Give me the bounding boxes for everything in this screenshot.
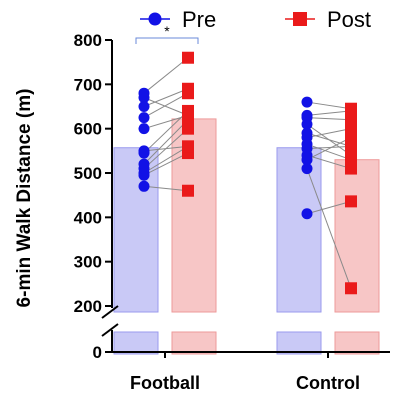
significance-label: * [164, 23, 170, 39]
pair-line-football [143, 145, 189, 174]
significance-bracket [135, 37, 199, 44]
point-pre-football [138, 145, 150, 157]
bar-base-post-football [171, 331, 217, 355]
pair-line-control [306, 101, 352, 110]
legend-marker-pre [148, 12, 162, 26]
pair-line-football [143, 57, 189, 94]
points-layer [138, 51, 357, 295]
pair-line-football [143, 97, 189, 116]
y-tick-label: 700 [74, 75, 102, 94]
x-tick-label: Control [296, 373, 360, 393]
pair-line-football [143, 114, 189, 130]
bar-base-post-control [334, 331, 380, 355]
point-post-control [345, 149, 357, 162]
pair-line-control [306, 168, 352, 289]
legend-marker-post [293, 12, 307, 26]
bar-pre-football [113, 147, 159, 313]
pair-line-control [306, 128, 352, 139]
axis-layer: 0 200 300 400 500 600 700 800 Football Control 6-m… [14, 31, 390, 393]
y-tick-label: 300 [74, 253, 102, 272]
bar-base-pre-football [113, 331, 159, 355]
pair-line-control [306, 200, 352, 215]
point-post-control [345, 195, 357, 208]
legend: Pre Post [140, 7, 371, 32]
point-post-football [182, 51, 194, 64]
y-tick-label: 0 [93, 343, 102, 362]
bars-layer [113, 118, 380, 355]
y-tick-label: 600 [74, 120, 102, 139]
y-tick-label: 200 [74, 297, 102, 316]
legend-label-post: Post [327, 7, 371, 32]
bar-pre-control [276, 147, 322, 313]
pair-line-football [143, 88, 189, 107]
point-post-football [182, 140, 194, 153]
point-pre-football [138, 101, 150, 112]
y-axis-label: 6-min Walk Distance (m) [14, 89, 35, 308]
y-tick-label: 400 [74, 208, 102, 227]
bar-base-pre-control [276, 331, 322, 355]
point-pre-football [138, 123, 150, 135]
legend-label-pre: Pre [182, 7, 216, 32]
point-pre-control [301, 109, 313, 121]
pair-line-control [306, 123, 352, 156]
point-post-football [182, 109, 194, 122]
point-pre-control [301, 208, 313, 220]
point-pre-football [138, 87, 150, 99]
point-pre-control [301, 96, 313, 108]
point-post-football [182, 122, 194, 135]
axis-break-mark [101, 305, 119, 319]
x-tick-label: Football [130, 373, 200, 393]
pair-line-control [306, 154, 352, 170]
pair-line-control [306, 110, 352, 116]
point-post-football [182, 82, 194, 95]
y-tick-label: 800 [74, 31, 102, 50]
point-pre-control [301, 163, 313, 175]
pair-line-football [143, 152, 189, 176]
point-post-control [345, 102, 357, 115]
point-post-control [345, 282, 357, 295]
point-post-football [182, 184, 194, 197]
point-post-control [345, 122, 357, 135]
axis-break-mark [101, 323, 119, 337]
pair-line-football [143, 185, 189, 192]
point-pre-football [138, 158, 150, 170]
pair-line-control [306, 143, 352, 161]
pair-line-football [143, 92, 189, 119]
point-pre-control [301, 127, 313, 139]
pair-line-control [306, 137, 352, 161]
pair-line-control [306, 117, 352, 121]
point-pre-football [138, 180, 150, 192]
pair-line-control [306, 145, 352, 150]
y-tick-label: 500 [74, 164, 102, 183]
point-pre-football [138, 112, 150, 124]
pair-lines-layer [143, 57, 352, 289]
annotation-layer: * [135, 23, 199, 44]
pair-line-football [143, 145, 189, 152]
pair-line-football [143, 119, 189, 165]
